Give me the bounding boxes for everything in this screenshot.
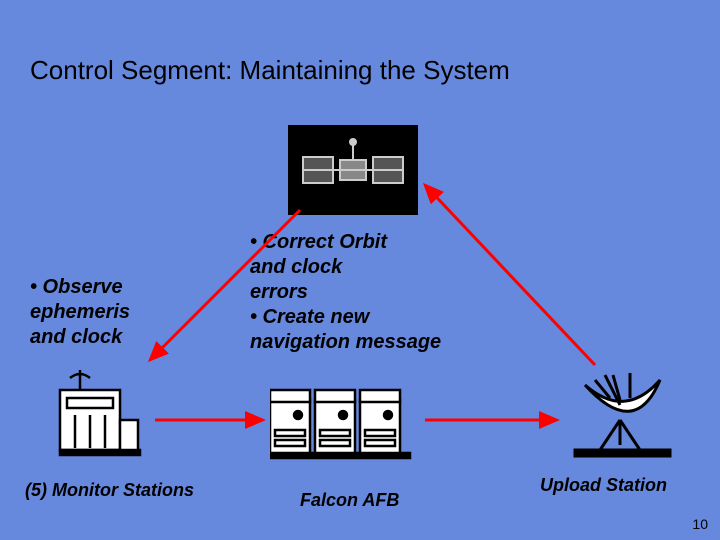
observe-text: • Observe ephemeris and clock bbox=[30, 275, 130, 350]
slide-title: Control Segment: Maintaining the System bbox=[30, 55, 510, 86]
arrow-upload-to-sat bbox=[425, 185, 595, 365]
page-number: 10 bbox=[692, 516, 708, 532]
monitor-station-icon bbox=[55, 370, 150, 460]
falcon-afb-label: Falcon AFB bbox=[300, 490, 399, 511]
slide: Control Segment: Maintaining the System … bbox=[0, 0, 720, 540]
upload-station-label: Upload Station bbox=[540, 475, 667, 496]
monitor-stations-label: (5) Monitor Stations bbox=[25, 480, 194, 501]
falcon-afb-icon bbox=[270, 385, 420, 460]
satellite-icon bbox=[288, 125, 418, 215]
upload-station-icon bbox=[565, 370, 675, 460]
correct-text: • Correct Orbit and clock errors • Creat… bbox=[250, 230, 441, 355]
